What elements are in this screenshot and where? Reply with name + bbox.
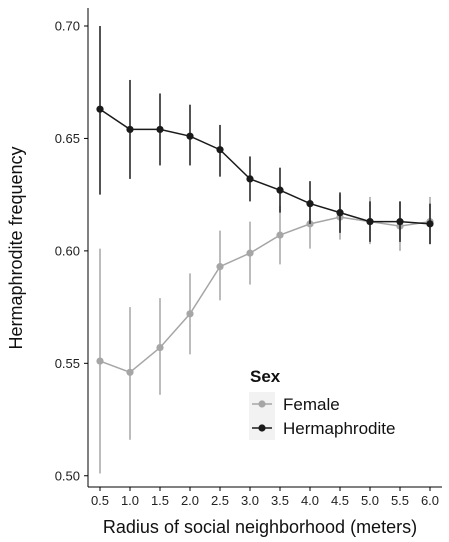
hermaphrodite-point	[396, 218, 404, 226]
female-point	[156, 343, 164, 352]
female-line	[99, 216, 431, 374]
hermaphrodite-point	[306, 200, 314, 208]
x-tick-label: 5.5	[391, 493, 409, 508]
legend: Sex Female Hermaphrodite	[249, 367, 395, 440]
x-tick-label: 0.5	[91, 493, 109, 508]
hermaphrodite-point	[156, 125, 164, 134]
plot-area	[96, 25, 434, 474]
x-tick-label: 3.5	[271, 493, 289, 508]
hermaphrodite-point	[126, 125, 134, 134]
x-tick-label: 2.5	[211, 493, 229, 508]
female-point	[246, 249, 254, 257]
x-tick-label: 4.5	[331, 493, 349, 508]
hermaphrodite-point	[426, 220, 434, 228]
y-axis: 0.50 0.55 0.60 0.65 0.70	[55, 8, 89, 487]
x-tick-label: 5.0	[361, 493, 379, 508]
legend-key-hermaphrodite-dot	[258, 424, 266, 432]
x-tick-label: 2.0	[181, 493, 199, 508]
legend-label-hermaphrodite: Hermaphrodite	[283, 419, 395, 438]
legend-key-female-dot	[258, 400, 266, 408]
y-tick-label: 0.50	[55, 468, 80, 483]
hermaphrodite-point	[216, 146, 224, 154]
y-tick-label: 0.60	[55, 243, 80, 258]
y-axis-title: Hermaphrodite frequency	[6, 146, 26, 349]
hermaphrodite-point	[276, 186, 284, 194]
hermaphrodite-point	[186, 132, 194, 140]
hermaphrodite-point	[366, 218, 374, 226]
female-point	[96, 357, 104, 365]
x-tick-label: 4.0	[301, 493, 319, 508]
hermaphrodite-point	[246, 175, 254, 183]
female-point	[126, 368, 134, 376]
hermaphrodite-line	[99, 108, 431, 225]
y-tick-label: 0.70	[55, 18, 80, 33]
x-tick-label: 3.0	[241, 493, 259, 508]
hermaphrodite-point	[336, 209, 344, 217]
legend-label-female: Female	[283, 395, 340, 414]
hermaphrodite-point	[96, 105, 104, 113]
x-tick-label: 1.5	[151, 493, 169, 508]
female-point	[276, 231, 284, 239]
y-tick-label: 0.65	[55, 131, 80, 146]
female-point	[186, 310, 194, 318]
x-tick-label: 6.0	[421, 493, 439, 508]
y-tick-label: 0.55	[55, 356, 80, 371]
female-point	[216, 263, 224, 271]
x-axis-title: Radius of social neighborhood (meters)	[103, 517, 417, 537]
series-hermaphrodite	[96, 25, 434, 245]
x-axis: 0.5 1.0 1.5 2.0 2.5 3.0 3.5 4.0 4.5 5.0 5.5 6.0	[88, 486, 442, 508]
x-tick-label: 1.0	[121, 493, 139, 508]
legend-title: Sex	[250, 367, 281, 386]
